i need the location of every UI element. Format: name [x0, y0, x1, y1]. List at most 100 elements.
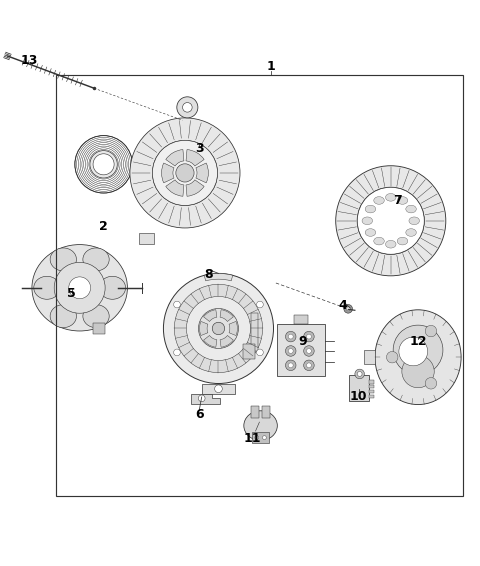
Circle shape [288, 349, 293, 353]
Bar [139, 233, 154, 244]
Text: 2: 2 [99, 220, 108, 233]
Circle shape [304, 346, 314, 356]
Circle shape [357, 371, 362, 376]
Ellipse shape [409, 217, 420, 225]
Text: 3: 3 [195, 142, 204, 155]
Circle shape [54, 262, 105, 313]
Circle shape [286, 346, 296, 356]
Ellipse shape [385, 194, 396, 201]
Bar [369, 380, 374, 384]
Circle shape [425, 378, 437, 389]
Circle shape [176, 164, 194, 182]
Ellipse shape [406, 229, 416, 237]
Wedge shape [229, 321, 238, 336]
Circle shape [69, 277, 91, 299]
Wedge shape [166, 149, 184, 166]
Bar [369, 395, 374, 398]
Circle shape [153, 140, 217, 205]
Text: 8: 8 [204, 268, 213, 281]
Wedge shape [130, 118, 240, 228]
Bar [56, 75, 463, 496]
Ellipse shape [374, 237, 384, 245]
Circle shape [393, 325, 443, 375]
Wedge shape [186, 180, 204, 196]
Ellipse shape [83, 305, 109, 328]
Wedge shape [166, 180, 184, 196]
Bar [251, 313, 258, 351]
Ellipse shape [365, 229, 376, 237]
Circle shape [286, 331, 296, 342]
Ellipse shape [50, 305, 76, 328]
Ellipse shape [375, 310, 461, 405]
Text: 12: 12 [409, 335, 427, 348]
Circle shape [307, 349, 312, 353]
Circle shape [399, 337, 428, 366]
Circle shape [215, 385, 222, 393]
Bar [252, 432, 269, 443]
Circle shape [212, 322, 225, 335]
Bar [202, 384, 235, 394]
Bar [277, 324, 325, 376]
Circle shape [174, 301, 180, 308]
Text: 4: 4 [338, 299, 347, 312]
Text: 1: 1 [267, 60, 276, 73]
Ellipse shape [406, 205, 416, 213]
Text: 11: 11 [243, 432, 261, 445]
Circle shape [198, 395, 205, 402]
Circle shape [357, 187, 424, 254]
Circle shape [346, 307, 350, 311]
Bar [243, 344, 255, 359]
Circle shape [198, 308, 239, 349]
Ellipse shape [32, 245, 127, 331]
Circle shape [425, 325, 437, 337]
Wedge shape [200, 321, 208, 336]
Wedge shape [220, 310, 233, 321]
Circle shape [402, 355, 434, 388]
Polygon shape [191, 394, 220, 404]
Circle shape [286, 360, 296, 371]
Ellipse shape [397, 196, 408, 204]
Circle shape [93, 154, 114, 175]
Text: 9: 9 [298, 335, 307, 348]
Circle shape [344, 305, 352, 313]
Ellipse shape [99, 276, 126, 299]
Circle shape [255, 436, 259, 440]
Circle shape [163, 273, 274, 384]
Wedge shape [220, 336, 233, 347]
Bar [369, 390, 374, 393]
Text: 10: 10 [350, 391, 368, 404]
Wedge shape [174, 284, 263, 372]
Circle shape [304, 360, 314, 371]
Circle shape [288, 334, 293, 339]
Circle shape [177, 97, 198, 118]
Circle shape [182, 102, 192, 112]
Circle shape [355, 369, 364, 379]
Bar [93, 323, 105, 334]
Bar [263, 406, 270, 418]
Ellipse shape [83, 248, 109, 271]
Wedge shape [204, 310, 217, 321]
Wedge shape [196, 163, 208, 183]
Bar [294, 315, 309, 324]
Ellipse shape [362, 217, 372, 225]
Text: 7: 7 [394, 194, 402, 207]
Bar [251, 406, 259, 418]
Bar [369, 385, 374, 388]
Ellipse shape [365, 205, 376, 213]
Circle shape [307, 334, 312, 339]
Wedge shape [186, 149, 204, 166]
Wedge shape [204, 273, 233, 281]
Circle shape [304, 331, 314, 342]
Ellipse shape [385, 241, 396, 248]
Ellipse shape [397, 237, 408, 245]
Circle shape [174, 349, 180, 356]
Text: 5: 5 [67, 287, 76, 300]
Ellipse shape [244, 411, 277, 440]
Text: 13: 13 [21, 54, 38, 67]
Ellipse shape [50, 248, 76, 271]
Wedge shape [162, 163, 174, 183]
Ellipse shape [374, 196, 384, 204]
Wedge shape [336, 166, 446, 276]
Bar [364, 350, 375, 365]
Bar [349, 375, 369, 401]
